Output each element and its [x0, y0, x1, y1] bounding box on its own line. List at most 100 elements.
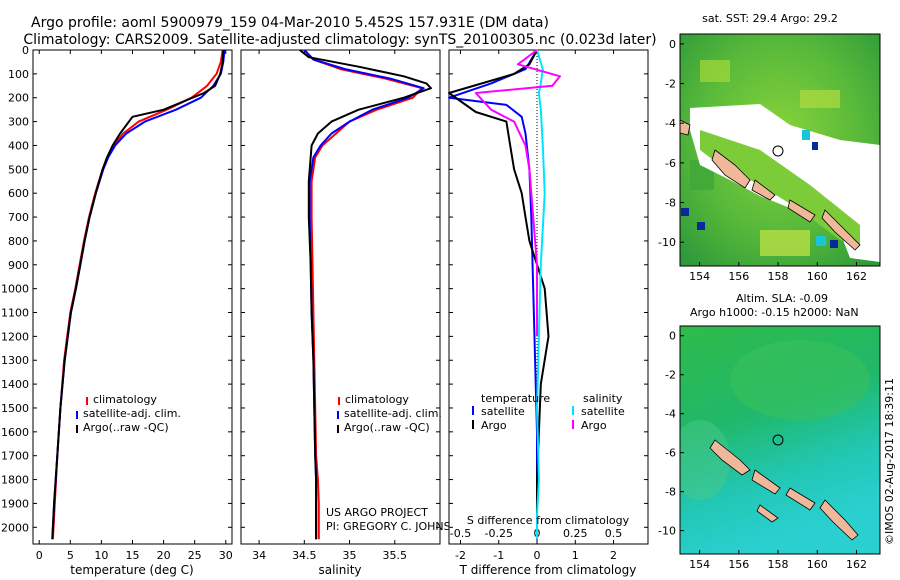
s-tick-label: 0.5: [605, 527, 623, 540]
map-y-tick-label: 0: [669, 38, 676, 51]
series-line: [299, 49, 432, 540]
x-tick-label: 1: [572, 549, 579, 562]
sst-cold-cell: [681, 208, 689, 216]
legend-label-t-satellite: satellite: [481, 405, 525, 418]
profile-legend-2: climatology satellite-adj. clim. Argo(..…: [337, 393, 442, 434]
island-shape: [785, 487, 816, 511]
islands-bottom: [709, 439, 859, 541]
depth-tick-label: 2000: [1, 521, 29, 534]
map-x-tick-label: 160: [807, 558, 828, 571]
legend-label-argo: Argo(..raw -QC): [83, 421, 169, 434]
temperature-plot-frame: [32, 49, 233, 545]
credit-line-1: US ARGO PROJECT: [326, 506, 428, 519]
t-difference-x-label: T difference from climatology: [459, 563, 637, 577]
depth-tick-label: 1100: [1, 307, 29, 320]
depth-tick-label: 0: [22, 44, 29, 57]
x-tick-label: -1: [493, 549, 504, 562]
s-tick-label: -0.5: [450, 527, 471, 540]
difference-plot-frame: [448, 49, 649, 545]
salinity-profile-panel: 34 34.5 35 35.5 climatology satellite-adj. …: [240, 49, 467, 577]
map-y-tick-label: -6: [665, 447, 676, 460]
island-shape: [787, 199, 816, 223]
depth-tick-label: 1500: [1, 402, 29, 415]
map-x-tick-label: 158: [768, 558, 789, 571]
depth-tick-label: 500: [8, 163, 29, 176]
island-shape: [680, 119, 691, 136]
sla-map-panel: Altim. SLA: -0.09 Argo h1000: -0.15 h200…: [658, 292, 881, 571]
sst-map-panel: sat. SST: 29.4 Argo: 29.2: [658, 12, 881, 283]
map-y-tick-label: -2: [665, 78, 676, 91]
s-difference-x-label: S difference from climatology: [467, 514, 630, 527]
map-y-tick-label: 0: [669, 330, 676, 343]
depth-tick-label: 1400: [1, 378, 29, 391]
sst-patch: [800, 90, 840, 108]
series-line: [536, 49, 546, 540]
sst-field-interior: [700, 130, 860, 245]
depth-tick-label: 400: [8, 139, 29, 152]
map-y-tick-label: -6: [665, 157, 676, 170]
island-shape: [751, 179, 776, 201]
islands-top: [680, 119, 861, 251]
salinity-x-label: salinity: [318, 563, 361, 577]
map-x-tick-label: 160: [807, 270, 828, 283]
argo-location-marker: [772, 145, 784, 157]
profile-legend-1: climatology satellite-adj. clim. Argo(..…: [76, 393, 181, 434]
sla-map-field: [680, 326, 880, 554]
difference-profile-panel: -2 -1 0 1 2-0.5 -0.25 0 0.25 0.5 temperature sal…: [448, 49, 649, 577]
depth-tick-label: 1600: [1, 426, 29, 439]
sst-map-field: [680, 34, 880, 266]
map-x-tick-label: 156: [728, 558, 749, 571]
island-shape: [709, 439, 751, 476]
map-y-tick-label: -10: [658, 236, 676, 249]
sst-map-title: sat. SST: 29.4 Argo: 29.2: [702, 12, 838, 25]
salinity-axis-ticks: 34 34.5 35 35.5: [241, 49, 440, 562]
depth-tick-label: 800: [8, 235, 29, 248]
x-tick-label: 2: [610, 549, 617, 562]
depth-tick-label: 1000: [1, 283, 29, 296]
legend-label-satellite: satellite-adj. clim.: [83, 407, 181, 420]
map-x-tick-label: 162: [846, 270, 867, 283]
island-shape: [756, 504, 779, 523]
sst-cold-cell: [812, 142, 818, 150]
temperature-axis-ticks: 0 5 10 15 20 25 300100200300400500600700800900…: [1, 44, 233, 562]
map-x-tick-label: 162: [846, 558, 867, 571]
map-x-tick-label: 154: [689, 270, 710, 283]
depth-tick-label: 1700: [1, 450, 29, 463]
map-y-tick-label: -10: [658, 525, 676, 538]
x-tick-label: 20: [157, 549, 171, 562]
depth-tick-label: 200: [8, 92, 29, 105]
temperature-profile-panel: 0 5 10 15 20 25 300100200300400500600700800900…: [1, 44, 233, 577]
sst-map-ticks: 154 156 158 160 162 0 -2 -4 -6 -8 -10: [658, 38, 867, 283]
map-y-tick-label: -8: [665, 197, 676, 210]
legend-label-climatology: climatology: [93, 393, 157, 406]
salinity-plot-frame: [240, 49, 441, 545]
s-tick-label: -0.25: [485, 527, 513, 540]
legend-label-satellite: satellite-adj. clim.: [344, 407, 442, 420]
map-x-tick-label: 158: [768, 270, 789, 283]
legend-label-argo: Argo(..raw -QC): [344, 421, 430, 434]
sst-cold-cell: [802, 130, 810, 140]
difference-series-lines: [448, 49, 561, 540]
legend-label-s-satellite: satellite: [581, 405, 625, 418]
x-tick-label: 34.5: [292, 549, 317, 562]
temperature-x-label: temperature (deg C): [70, 563, 193, 577]
credit-line-2: PI: GREGORY C. JOHNSON: [326, 520, 467, 533]
x-tick-label: 0: [36, 549, 43, 562]
imos-watermark: ©IMOS 02-Aug-2017 18:39:11: [883, 378, 896, 545]
series-line: [448, 49, 550, 540]
argo-location-marker: [772, 434, 784, 446]
map-x-tick-label: 156: [728, 270, 749, 283]
series-line: [474, 49, 561, 337]
depth-tick-label: 600: [8, 187, 29, 200]
sla-patch: [730, 340, 870, 420]
depth-tick-label: 1800: [1, 474, 29, 487]
sla-map-ticks: 154 156 158 160 162 0 -2 -4 -6 -8 -10: [658, 330, 867, 571]
sla-map-title-2: Argo h1000: -0.15 h2000: NaN: [690, 306, 859, 319]
legend-label-s-argo: Argo: [581, 419, 607, 432]
x-tick-label: 35: [343, 549, 357, 562]
sst-patch: [700, 60, 730, 82]
s-tick-label: 0.25: [563, 527, 588, 540]
x-tick-label: 5: [67, 549, 74, 562]
x-tick-label: 10: [94, 549, 108, 562]
map-x-tick-label: 154: [689, 558, 710, 571]
